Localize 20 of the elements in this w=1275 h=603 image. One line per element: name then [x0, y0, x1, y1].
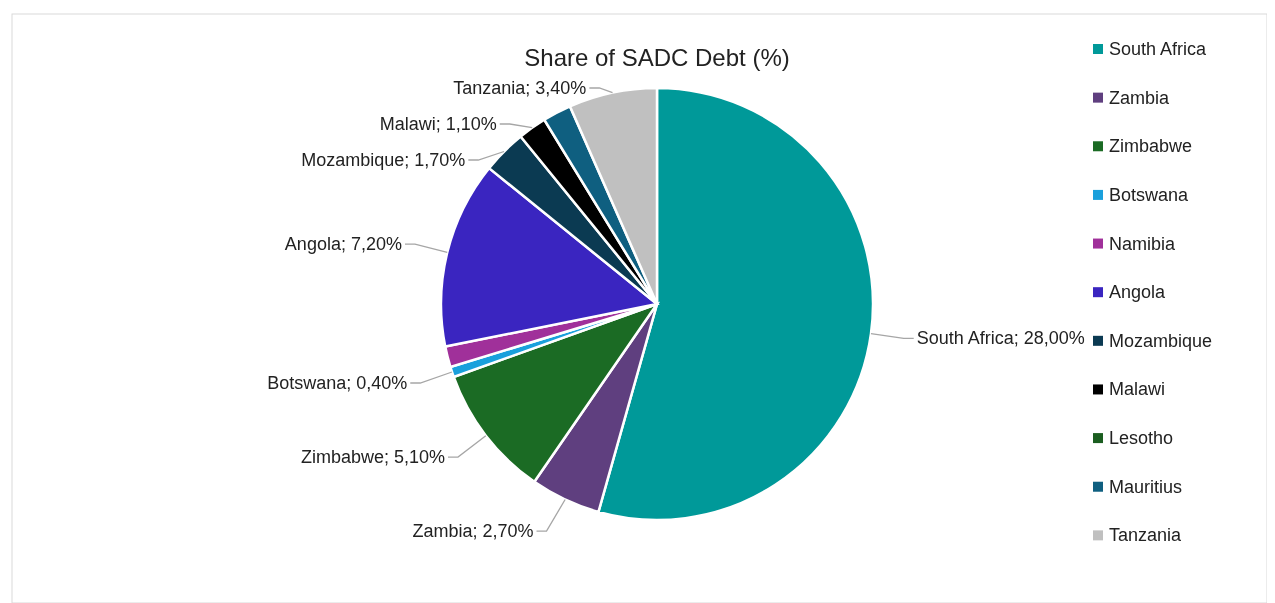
legend-label: Zambia	[1109, 87, 1171, 108]
legend-label: South Africa	[1109, 39, 1208, 59]
legend-label: Angola	[1109, 282, 1167, 303]
data-label: Malawi; 1,10%	[379, 114, 497, 134]
legend-label: Mozambique	[1109, 330, 1213, 351]
legend-label: Zimbabwe	[1109, 136, 1193, 157]
data-label: Zimbabwe; 5,10%	[300, 447, 445, 468]
legend-label: Malawi	[1109, 379, 1166, 400]
legend-label: Tanzania	[1109, 525, 1183, 546]
data-label: Zambia; 2,70%	[412, 521, 534, 542]
chart-title: Share of SADC Debt (%)	[524, 44, 790, 71]
data-label: Angola; 7,20%	[284, 234, 402, 255]
data-label: Tanzania; 3,40%	[453, 78, 587, 98]
data-label: South Africa; 28,00%	[916, 328, 1085, 349]
legend-label: Lesotho	[1109, 428, 1174, 449]
legend-label: Botswana	[1109, 184, 1190, 205]
data-label: Mozambique; 1,70%	[301, 150, 466, 170]
data-label: Botswana; 0,40%	[267, 373, 408, 394]
legend-label: Mauritius	[1109, 476, 1183, 497]
legend-label: Namibia	[1109, 233, 1177, 254]
